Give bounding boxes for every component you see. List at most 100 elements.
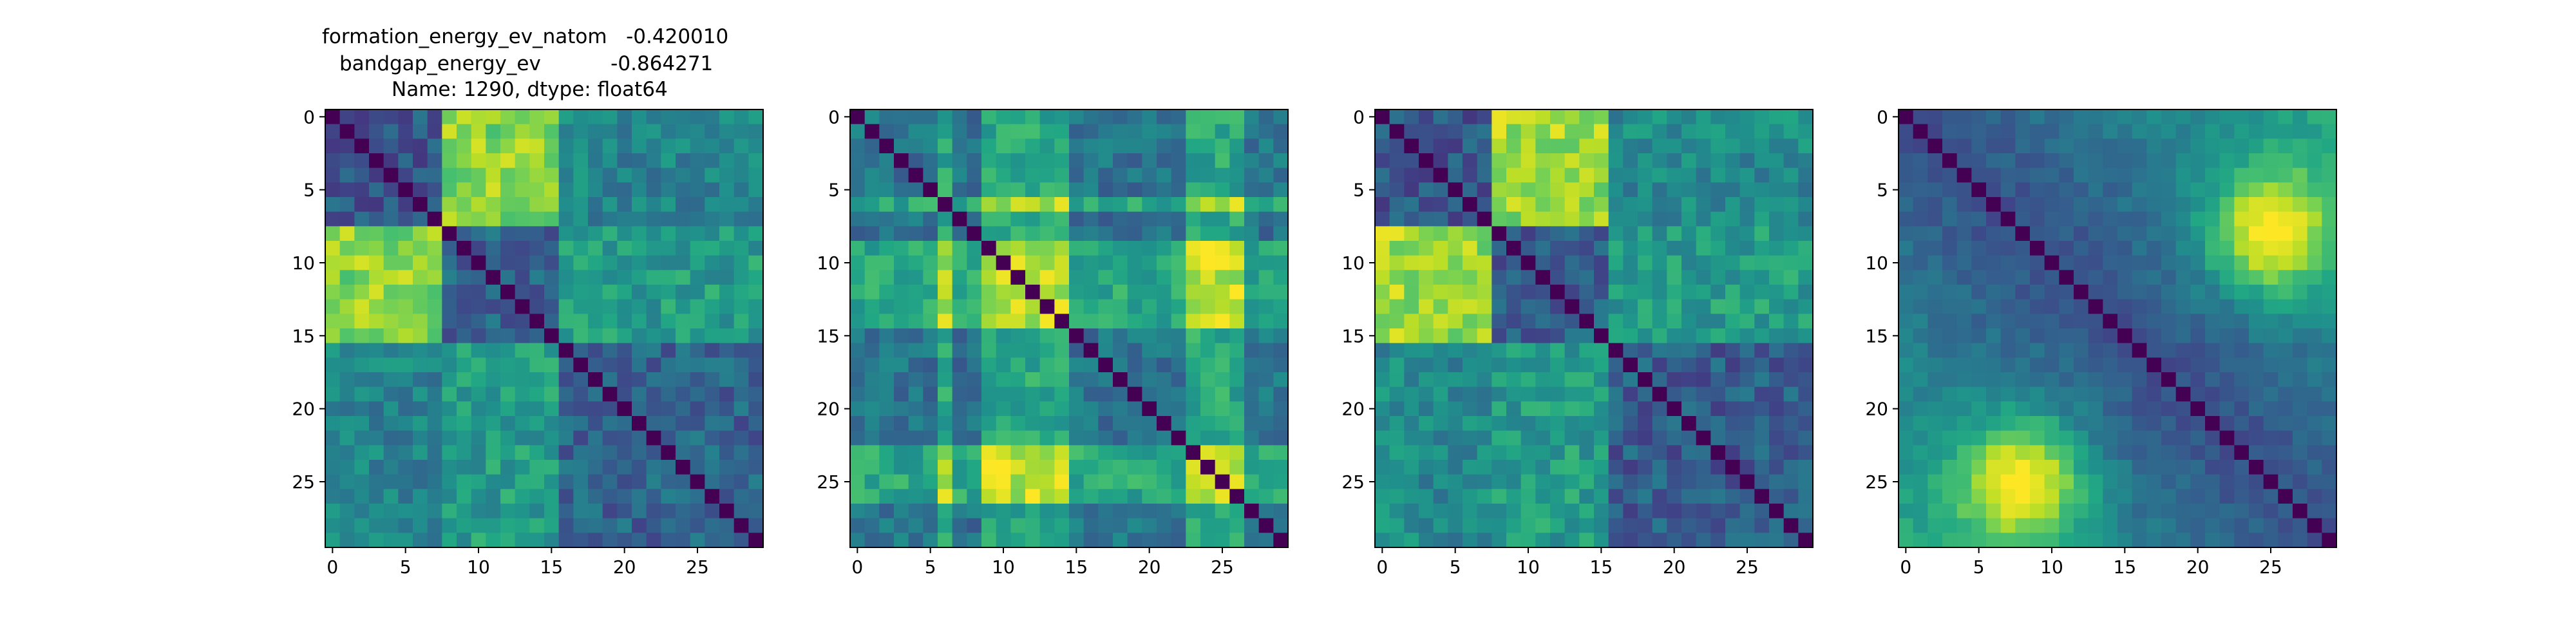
heatmap-cell (457, 357, 472, 373)
heatmap-cell (1200, 167, 1216, 183)
heatmap-cell (1477, 357, 1492, 373)
heatmap-cell (1681, 474, 1697, 489)
heatmap-cell (879, 299, 895, 314)
heatmap-cell (894, 255, 909, 270)
heatmap-cell (1258, 357, 1274, 373)
heatmap-cell (2234, 109, 2249, 125)
heatmap-cell (1113, 386, 1128, 402)
heatmap-cell (2030, 489, 2045, 504)
heatmap-cell (1229, 285, 1245, 300)
heatmap-cell (1200, 386, 1216, 402)
heatmap-cell (894, 285, 909, 300)
heatmap-cell (1652, 197, 1667, 213)
heatmap-cell (1710, 504, 1726, 519)
heatmap-cell (1638, 226, 1653, 242)
heatmap-cell (1186, 299, 1201, 314)
heatmap-cell (1754, 533, 1770, 548)
heatmap-cell (1404, 489, 1419, 504)
heatmap-cell (719, 386, 735, 402)
heatmap-cell (1157, 386, 1172, 402)
heatmap-cell (1375, 226, 1390, 242)
heatmap-cell (1550, 445, 1566, 460)
heatmap-cell (2293, 489, 2308, 504)
heatmap-cell (1200, 109, 1216, 125)
heatmap-cell (1477, 460, 1492, 475)
heatmap-cell (1171, 401, 1186, 417)
heatmap-cell (1404, 299, 1419, 314)
heatmap-cell (1638, 357, 1653, 373)
heatmap-cell (602, 255, 618, 270)
heatmap-cell (2190, 343, 2206, 358)
heatmap-cell (1244, 401, 1260, 417)
heatmap-cell (1913, 255, 1928, 270)
heatmap-cell (617, 109, 632, 125)
heatmap-cell (1696, 460, 1711, 475)
heatmap-cell (1419, 372, 1434, 388)
heatmap-cell (413, 474, 428, 489)
heatmap-cell (1200, 124, 1216, 139)
heatmap-cell (719, 328, 735, 344)
heatmap-cell (486, 167, 501, 183)
heatmap-cell (676, 328, 691, 344)
heatmap-cell (2044, 430, 2060, 446)
heatmap-cell (1010, 504, 1026, 519)
heatmap-cell (1244, 416, 1260, 431)
heatmap-cell (1492, 197, 1507, 213)
heatmap-cell (748, 285, 764, 300)
heatmap-cell (938, 153, 953, 169)
heatmap-cell (864, 109, 880, 125)
heatmap-cell (1769, 255, 1785, 270)
heatmap-cell (1927, 167, 1943, 183)
heatmap-cell (938, 211, 953, 227)
heatmap-cell (1039, 489, 1055, 504)
heatmap-cell (1956, 299, 1972, 314)
heatmap-cell (850, 343, 866, 358)
heatmap-cell (2322, 197, 2337, 213)
heatmap-cell (1171, 314, 1186, 329)
heatmap-cell (2015, 386, 2031, 402)
heatmap-cell (1710, 416, 1726, 431)
heatmap-cell (1681, 328, 1697, 344)
heatmap-cell (748, 299, 764, 314)
heatmap-cell (1986, 255, 2002, 270)
heatmap-cell (1927, 226, 1943, 242)
heatmap-cell (1375, 255, 1390, 270)
heatmap-cell (923, 386, 938, 402)
heatmap-cell (938, 372, 953, 388)
heatmap-cell (2146, 328, 2162, 344)
heatmap-cell (1258, 241, 1274, 256)
heatmap-cell (632, 197, 647, 213)
heatmap-cell (1769, 109, 1785, 125)
heatmap-cell (427, 109, 442, 125)
heatmap-cell (1956, 109, 1972, 125)
heatmap-cell (2132, 299, 2147, 314)
heatmap-cell (486, 182, 501, 198)
heatmap-cell (529, 401, 545, 417)
heatmap-cell (2146, 124, 2162, 139)
heatmap-cell (2117, 474, 2133, 489)
heatmap-cell (1520, 460, 1536, 475)
heatmap-cell (690, 124, 705, 139)
heatmap-cell (996, 386, 1011, 402)
heatmap-cell (1754, 401, 1770, 417)
heatmap-cell (2278, 460, 2293, 475)
heatmap-cell (2015, 167, 2031, 183)
heatmap-cell (486, 372, 501, 388)
heatmap-cell (1667, 226, 1682, 242)
heatmap-cell (2175, 153, 2191, 169)
heatmap-cell (602, 197, 618, 213)
heatmap-cell (996, 138, 1011, 154)
heatmap-cell (442, 445, 457, 460)
heatmap-cell (1913, 386, 1928, 402)
heatmap-cell (602, 153, 618, 169)
heatmap-cell (1579, 211, 1595, 227)
heatmap-cell (1375, 386, 1390, 402)
heatmap-cell (952, 445, 967, 460)
heatmap-cell (558, 285, 574, 300)
heatmap-cell (1769, 328, 1785, 344)
heatmap-cell (1798, 533, 1814, 548)
heatmap-cell (2000, 124, 2016, 139)
heatmap-cell (1667, 211, 1682, 227)
y-tick-label: 0 (1353, 106, 1365, 128)
heatmap-cell (1956, 372, 1972, 388)
